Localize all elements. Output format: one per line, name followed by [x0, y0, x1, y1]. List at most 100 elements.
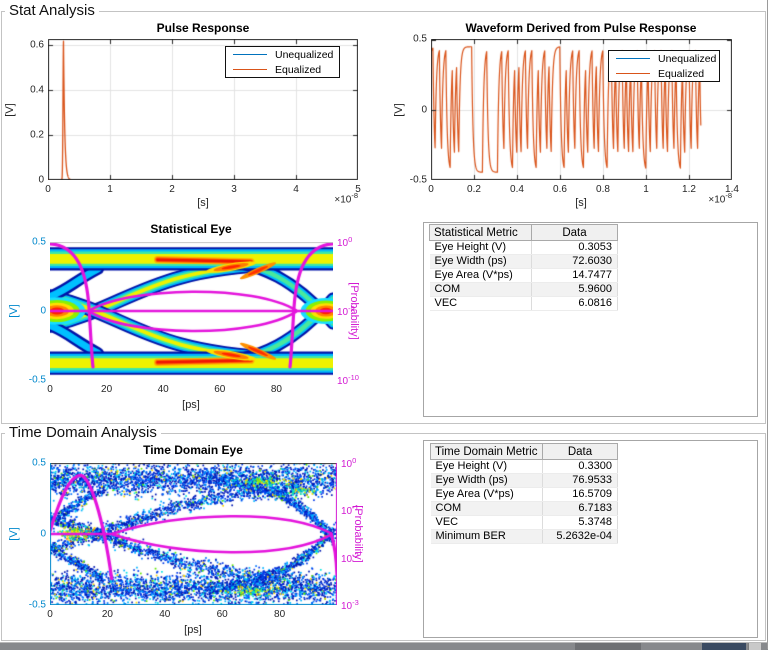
y-axis-label: [V] [393, 102, 405, 117]
time-domain-analysis-title: Time Domain Analysis [5, 424, 161, 441]
stat-analysis-title: Stat Analysis [5, 2, 99, 19]
y-tick-label: -0.5 [409, 174, 427, 186]
table-row[interactable]: Minimum BER 5.2632e-04 [430, 529, 618, 544]
table-row[interactable]: COM 6.7183 [430, 501, 618, 516]
x-tick-label: 0 [45, 184, 51, 195]
metric-value-cell[interactable]: 5.9600 [531, 282, 618, 297]
left-y-tick-label: -0.5 [28, 599, 46, 611]
plot-legend[interactable]: Unequalized Equalized [225, 46, 340, 78]
right-y-tick-label: 10-3 [341, 597, 359, 613]
legend-entry[interactable]: Unequalized [609, 51, 719, 66]
legend-line-sample [616, 58, 650, 59]
table-header-metric[interactable]: Statistical Metric [429, 224, 532, 241]
x-tick-label: 4 [293, 184, 299, 195]
x-tick-label: 1.4 [725, 184, 739, 195]
right-y-tick-label: 10-2 [341, 550, 359, 565]
time-domain-analysis-panel [1, 433, 766, 641]
table-row[interactable]: VEC 6.0816 [429, 296, 618, 311]
left-y-tick-label: 0 [40, 305, 46, 317]
metric-value-cell[interactable]: 6.7183 [542, 501, 618, 516]
x-tick-label: 3 [231, 184, 237, 195]
metrics-table[interactable]: Time Domain Metric Data Eye Height (V) 0.33… [430, 443, 618, 544]
x-tick-label: 0 [47, 609, 53, 620]
x-axis-exponent: ×10-8 [334, 191, 358, 206]
statistical-eye-plot[interactable] [50, 242, 333, 380]
metric-name-cell[interactable]: VEC [430, 515, 543, 530]
plot-legend[interactable]: Unequalized Equalized [608, 50, 720, 82]
left-y-tick-label: 0 [40, 528, 46, 540]
y-tick-label: 0.2 [30, 129, 44, 141]
x-tick-label: 80 [270, 384, 282, 395]
stat-analysis-panel [1, 11, 766, 424]
legend-entry[interactable]: Equalized [226, 62, 339, 77]
legend-entry[interactable]: Equalized [609, 66, 719, 81]
y-tick-label: 0.4 [30, 84, 44, 96]
time-domain-eye-plot[interactable] [50, 463, 337, 605]
left-y-tick-label: 0.5 [32, 457, 46, 469]
right-y-tick-label: 10-10 [337, 372, 359, 388]
x-tick-label: 60 [216, 609, 228, 620]
legend-label: Equalized [275, 63, 322, 76]
x-axis-exponent: ×10-8 [708, 191, 732, 206]
metric-name-cell[interactable]: Eye Area (V*ps) [429, 268, 532, 283]
metric-name-cell[interactable]: COM [429, 282, 532, 297]
table-row[interactable]: Eye Area (V*ps) 14.7477 [429, 268, 618, 283]
metrics-table[interactable]: Statistical Metric Data Eye Height (V) 0.30… [429, 224, 618, 311]
legend-line-sample [233, 69, 267, 70]
x-tick-label: 20 [101, 384, 113, 395]
metric-value-cell[interactable]: 16.5709 [542, 487, 618, 502]
metric-name-cell[interactable]: Minimum BER [430, 529, 543, 544]
x-tick-label: 1.2 [682, 184, 696, 195]
metric-value-cell[interactable]: 6.0816 [531, 296, 618, 311]
y-tick-label: 0.5 [413, 33, 427, 45]
time-domain-eye-title: Time Domain Eye [143, 443, 243, 457]
bottom-edge-shadow-2 [702, 643, 746, 650]
x-axis-label: [s] [575, 197, 587, 209]
table-header-data[interactable]: Data [531, 224, 618, 241]
x-axis-label: [s] [197, 197, 209, 209]
metric-name-cell[interactable]: Eye Height (V) [430, 459, 543, 474]
metric-name-cell[interactable]: Eye Height (V) [429, 240, 532, 255]
statistical-eye-title: Statistical Eye [150, 222, 232, 236]
metric-name-cell[interactable]: COM [430, 501, 543, 516]
window-bottom-edge [0, 642, 768, 650]
table-row[interactable]: Eye Area (V*ps) 16.5709 [430, 487, 618, 502]
metric-value-cell[interactable]: 0.3053 [531, 240, 618, 255]
table-row[interactable]: Eye Height (V) 0.3300 [430, 459, 618, 474]
legend-label: Unequalized [275, 48, 334, 61]
left-y-axis-label: [V] [8, 304, 20, 318]
right-y-axis-label: [Probability] [348, 282, 360, 340]
legend-line-sample [616, 73, 650, 74]
metric-value-cell[interactable]: 14.7477 [531, 268, 618, 283]
legend-entry[interactable]: Unequalized [226, 47, 339, 62]
table-row[interactable]: COM 5.9600 [429, 282, 618, 297]
x-tick-label: 5 [355, 184, 361, 195]
left-y-tick-label: -0.5 [28, 374, 46, 386]
x-tick-label: 80 [274, 609, 286, 620]
legend-label: Equalized [658, 67, 705, 80]
table-header-metric[interactable]: Time Domain Metric [430, 443, 543, 460]
metric-value-cell[interactable]: 0.3300 [542, 459, 618, 474]
x-axis-label: [ps] [182, 399, 200, 411]
metric-name-cell[interactable]: Eye Area (V*ps) [430, 487, 543, 502]
table-header-data[interactable]: Data [542, 443, 618, 460]
table-row[interactable]: Eye Width (ps) 76.9533 [430, 473, 618, 488]
x-tick-label: 1 [107, 184, 113, 195]
metric-value-cell[interactable]: 5.2632e-04 [542, 529, 618, 544]
metric-value-cell[interactable]: 5.3748 [542, 515, 618, 530]
metric-name-cell[interactable]: Eye Width (ps) [429, 254, 532, 269]
bottom-edge-shadow-1 [575, 643, 641, 650]
metric-value-cell[interactable]: 76.9533 [542, 473, 618, 488]
right-y-tick-label: 100 [341, 455, 357, 471]
table-row[interactable]: Eye Width (ps) 72.6030 [429, 254, 618, 269]
metric-name-cell[interactable]: Eye Width (ps) [430, 473, 543, 488]
metric-value-cell[interactable]: 72.6030 [531, 254, 618, 269]
x-tick-label: 0.4 [510, 184, 524, 195]
metric-name-cell[interactable]: VEC [429, 296, 532, 311]
table-row[interactable]: VEC 5.3748 [430, 515, 618, 530]
right-y-axis-label: [Probability] [352, 505, 364, 563]
x-tick-label: 2 [169, 184, 175, 195]
table-row[interactable]: Eye Height (V) 0.3053 [429, 240, 618, 255]
bottom-edge-shadow-3 [748, 643, 761, 650]
